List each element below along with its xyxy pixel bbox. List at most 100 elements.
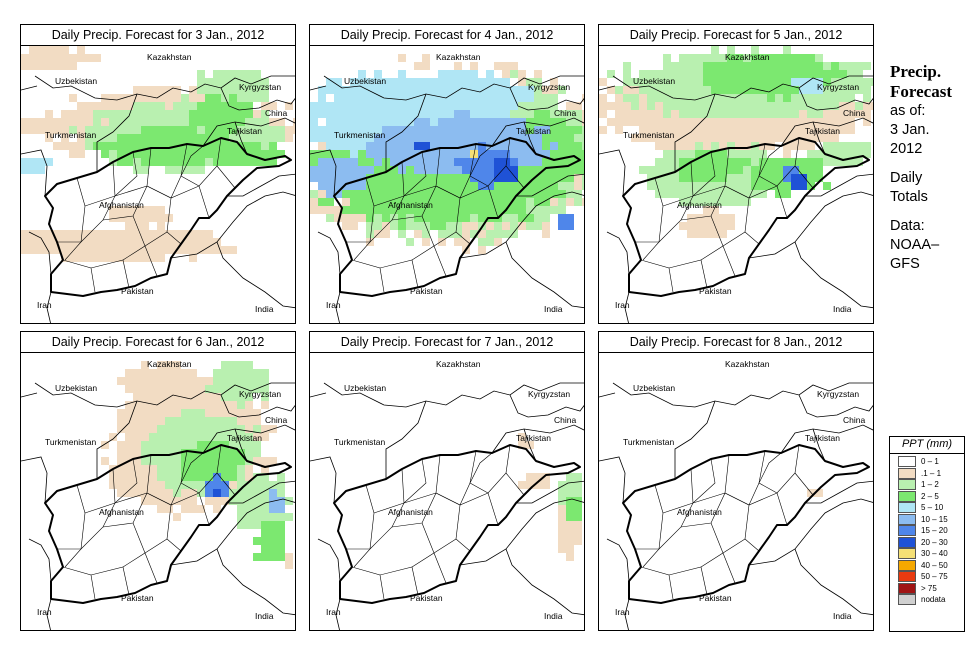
precip-cell [237, 110, 245, 118]
precip-cell [783, 94, 791, 102]
precip-cell [374, 198, 382, 206]
precip-cell [245, 377, 253, 385]
precip-cell [173, 369, 181, 377]
precip-cell [502, 118, 510, 126]
afghanistan-outline [44, 444, 292, 604]
precip-cell [366, 166, 374, 174]
precip-cell [45, 118, 53, 126]
info-data-line3: GFS [890, 256, 920, 272]
precip-cell [743, 62, 751, 70]
precip-cell [831, 110, 839, 118]
precip-cell [141, 385, 149, 393]
precip-cell [510, 62, 518, 70]
precip-cell [406, 166, 414, 174]
precip-cell [847, 94, 855, 102]
precip-cell [197, 158, 205, 166]
precip-cell [518, 94, 526, 102]
border-line [202, 424, 295, 454]
precip-cell [550, 134, 558, 142]
precip-cell [526, 222, 534, 230]
legend-row: 2 – 5 [898, 490, 964, 503]
country-borders [310, 75, 584, 323]
precip-cell [117, 94, 125, 102]
precip-cell [647, 110, 655, 118]
precip-cell [751, 150, 759, 158]
precip-cell [229, 142, 237, 150]
precip-cell [165, 497, 173, 505]
precip-cell [245, 94, 253, 102]
precip-cell [350, 158, 358, 166]
border-line [323, 75, 584, 101]
precip-cell [181, 425, 189, 433]
precip-cell [510, 118, 518, 126]
precip-cell [414, 198, 422, 206]
province-line [469, 452, 493, 484]
precip-cell [133, 150, 141, 158]
precip-cell [221, 425, 229, 433]
precip-cell [438, 222, 446, 230]
precip-cell [558, 545, 566, 553]
precip-cell [253, 553, 261, 561]
precip-cell [398, 190, 406, 198]
precip-cell [398, 198, 406, 206]
precip-cell [791, 78, 799, 86]
precip-cell [550, 110, 558, 118]
precip-cell [229, 361, 237, 369]
precip-cell [149, 393, 157, 401]
precip-cell [558, 481, 566, 489]
precip-cell [334, 174, 342, 182]
precip-cell [663, 150, 671, 158]
province-boundaries [57, 444, 236, 600]
precip-cell [382, 134, 390, 142]
precip-cell [831, 126, 839, 134]
precip-cell [165, 238, 173, 246]
precip-cell [462, 182, 470, 190]
precip-cell [783, 174, 791, 182]
precip-cell [735, 54, 743, 62]
precip-cell [655, 134, 663, 142]
precip-cell [671, 110, 679, 118]
precip-cell [253, 457, 261, 465]
precip-cell [687, 166, 695, 174]
precip-cell [607, 118, 615, 126]
province-line [64, 177, 86, 261]
precip-cell [326, 110, 334, 118]
precip-cell [221, 465, 229, 473]
precip-cell [454, 62, 462, 70]
precip-cell [839, 70, 847, 78]
precip-cell [29, 62, 37, 70]
precip-cell [149, 377, 157, 385]
precip-cell [197, 238, 205, 246]
precip-cell [462, 190, 470, 198]
legend-label: .1 – 1 [921, 468, 942, 478]
precip-cell [711, 118, 719, 126]
precip-cell [157, 118, 165, 126]
precip-cell [358, 206, 366, 214]
precip-cell [93, 118, 101, 126]
precip-cell [390, 118, 398, 126]
precip-cell [671, 62, 679, 70]
precip-cell [566, 142, 574, 150]
precip-cell [221, 86, 229, 94]
forecast-panel-jan5: Daily Precip. Forecast for 5 Jan., 2012 … [598, 24, 874, 324]
precip-cell [815, 489, 823, 497]
precip-cell [566, 497, 574, 505]
legend-row: 1 – 2 [898, 479, 964, 491]
precip-cell [366, 134, 374, 142]
precip-cell [133, 126, 141, 134]
precip-cell [566, 473, 574, 481]
precip-cell [93, 110, 101, 118]
precip-cell [181, 238, 189, 246]
precip-cell [510, 102, 518, 110]
border-line [227, 480, 295, 504]
precip-cell [470, 190, 478, 198]
precip-cell [526, 174, 534, 182]
precip-cell [695, 118, 703, 126]
precip-cell [414, 206, 422, 214]
legend-swatch [898, 548, 916, 560]
precip-cell [550, 150, 558, 158]
precip-cell [815, 102, 823, 110]
precip-cell [767, 118, 775, 126]
precip-cell [374, 190, 382, 198]
precip-cell [85, 134, 93, 142]
